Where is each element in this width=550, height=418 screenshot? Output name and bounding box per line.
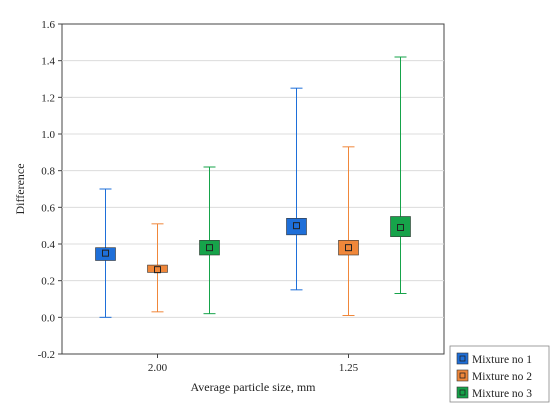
mean-marker xyxy=(206,244,213,252)
mean-marker xyxy=(102,249,109,257)
plot-area xyxy=(61,23,445,355)
y-tick-label: 0.6 xyxy=(41,202,55,214)
series-3 xyxy=(199,56,411,315)
y-axis-label: Difference xyxy=(13,163,27,214)
box xyxy=(390,216,411,237)
box xyxy=(338,240,359,256)
y-tick-label: 0.8 xyxy=(41,166,55,178)
box xyxy=(199,240,220,256)
y-tick-label: 0.4 xyxy=(41,239,55,251)
legend-label-3: Mixture no 3 xyxy=(472,388,532,400)
legend-swatch-2 xyxy=(456,369,469,382)
y-tick-label: 0.0 xyxy=(41,312,55,324)
y-tick-label: 0.2 xyxy=(41,276,55,288)
mean-marker xyxy=(154,266,161,274)
grid-layer xyxy=(62,60,444,318)
legend-swatch-marker-1 xyxy=(459,355,466,362)
x-tick-label: 1.25 xyxy=(339,362,359,374)
y-tick-label: 1.6 xyxy=(41,19,55,31)
series-layer xyxy=(95,56,411,318)
mean-marker xyxy=(345,244,352,252)
box xyxy=(95,247,116,261)
legend-swatch-1 xyxy=(456,352,469,365)
legend-label-2: Mixture no 2 xyxy=(472,371,532,383)
y-tick-label: 1.0 xyxy=(41,129,55,141)
legend-swatch-marker-3 xyxy=(459,389,466,396)
box xyxy=(286,218,307,236)
y-tick-label: 1.2 xyxy=(41,92,55,104)
y-tick-label: -0.2 xyxy=(38,349,55,361)
y-ticks: -0.2 0.0 0.2 0.4 0.6 0.8 1.0 1.2 1.4 1.6 xyxy=(38,19,62,361)
mean-marker xyxy=(397,224,404,231)
series-2 xyxy=(147,146,359,316)
legend-swatch-3 xyxy=(456,386,469,399)
x-tick-label: 2.00 xyxy=(148,362,168,374)
mean-marker xyxy=(293,222,300,230)
legend-label-1: Mixture no 1 xyxy=(472,354,532,366)
legend: Mixture no 1 Mixture no 2 Mixture no 3 xyxy=(449,345,550,403)
y-tick-label: 1.4 xyxy=(41,56,55,68)
legend-swatch-marker-2 xyxy=(459,372,466,379)
x-axis-label: Average particle size, mm xyxy=(190,380,316,394)
x-ticks: 2.00 1.25 xyxy=(148,354,359,374)
series-1 xyxy=(95,87,307,318)
